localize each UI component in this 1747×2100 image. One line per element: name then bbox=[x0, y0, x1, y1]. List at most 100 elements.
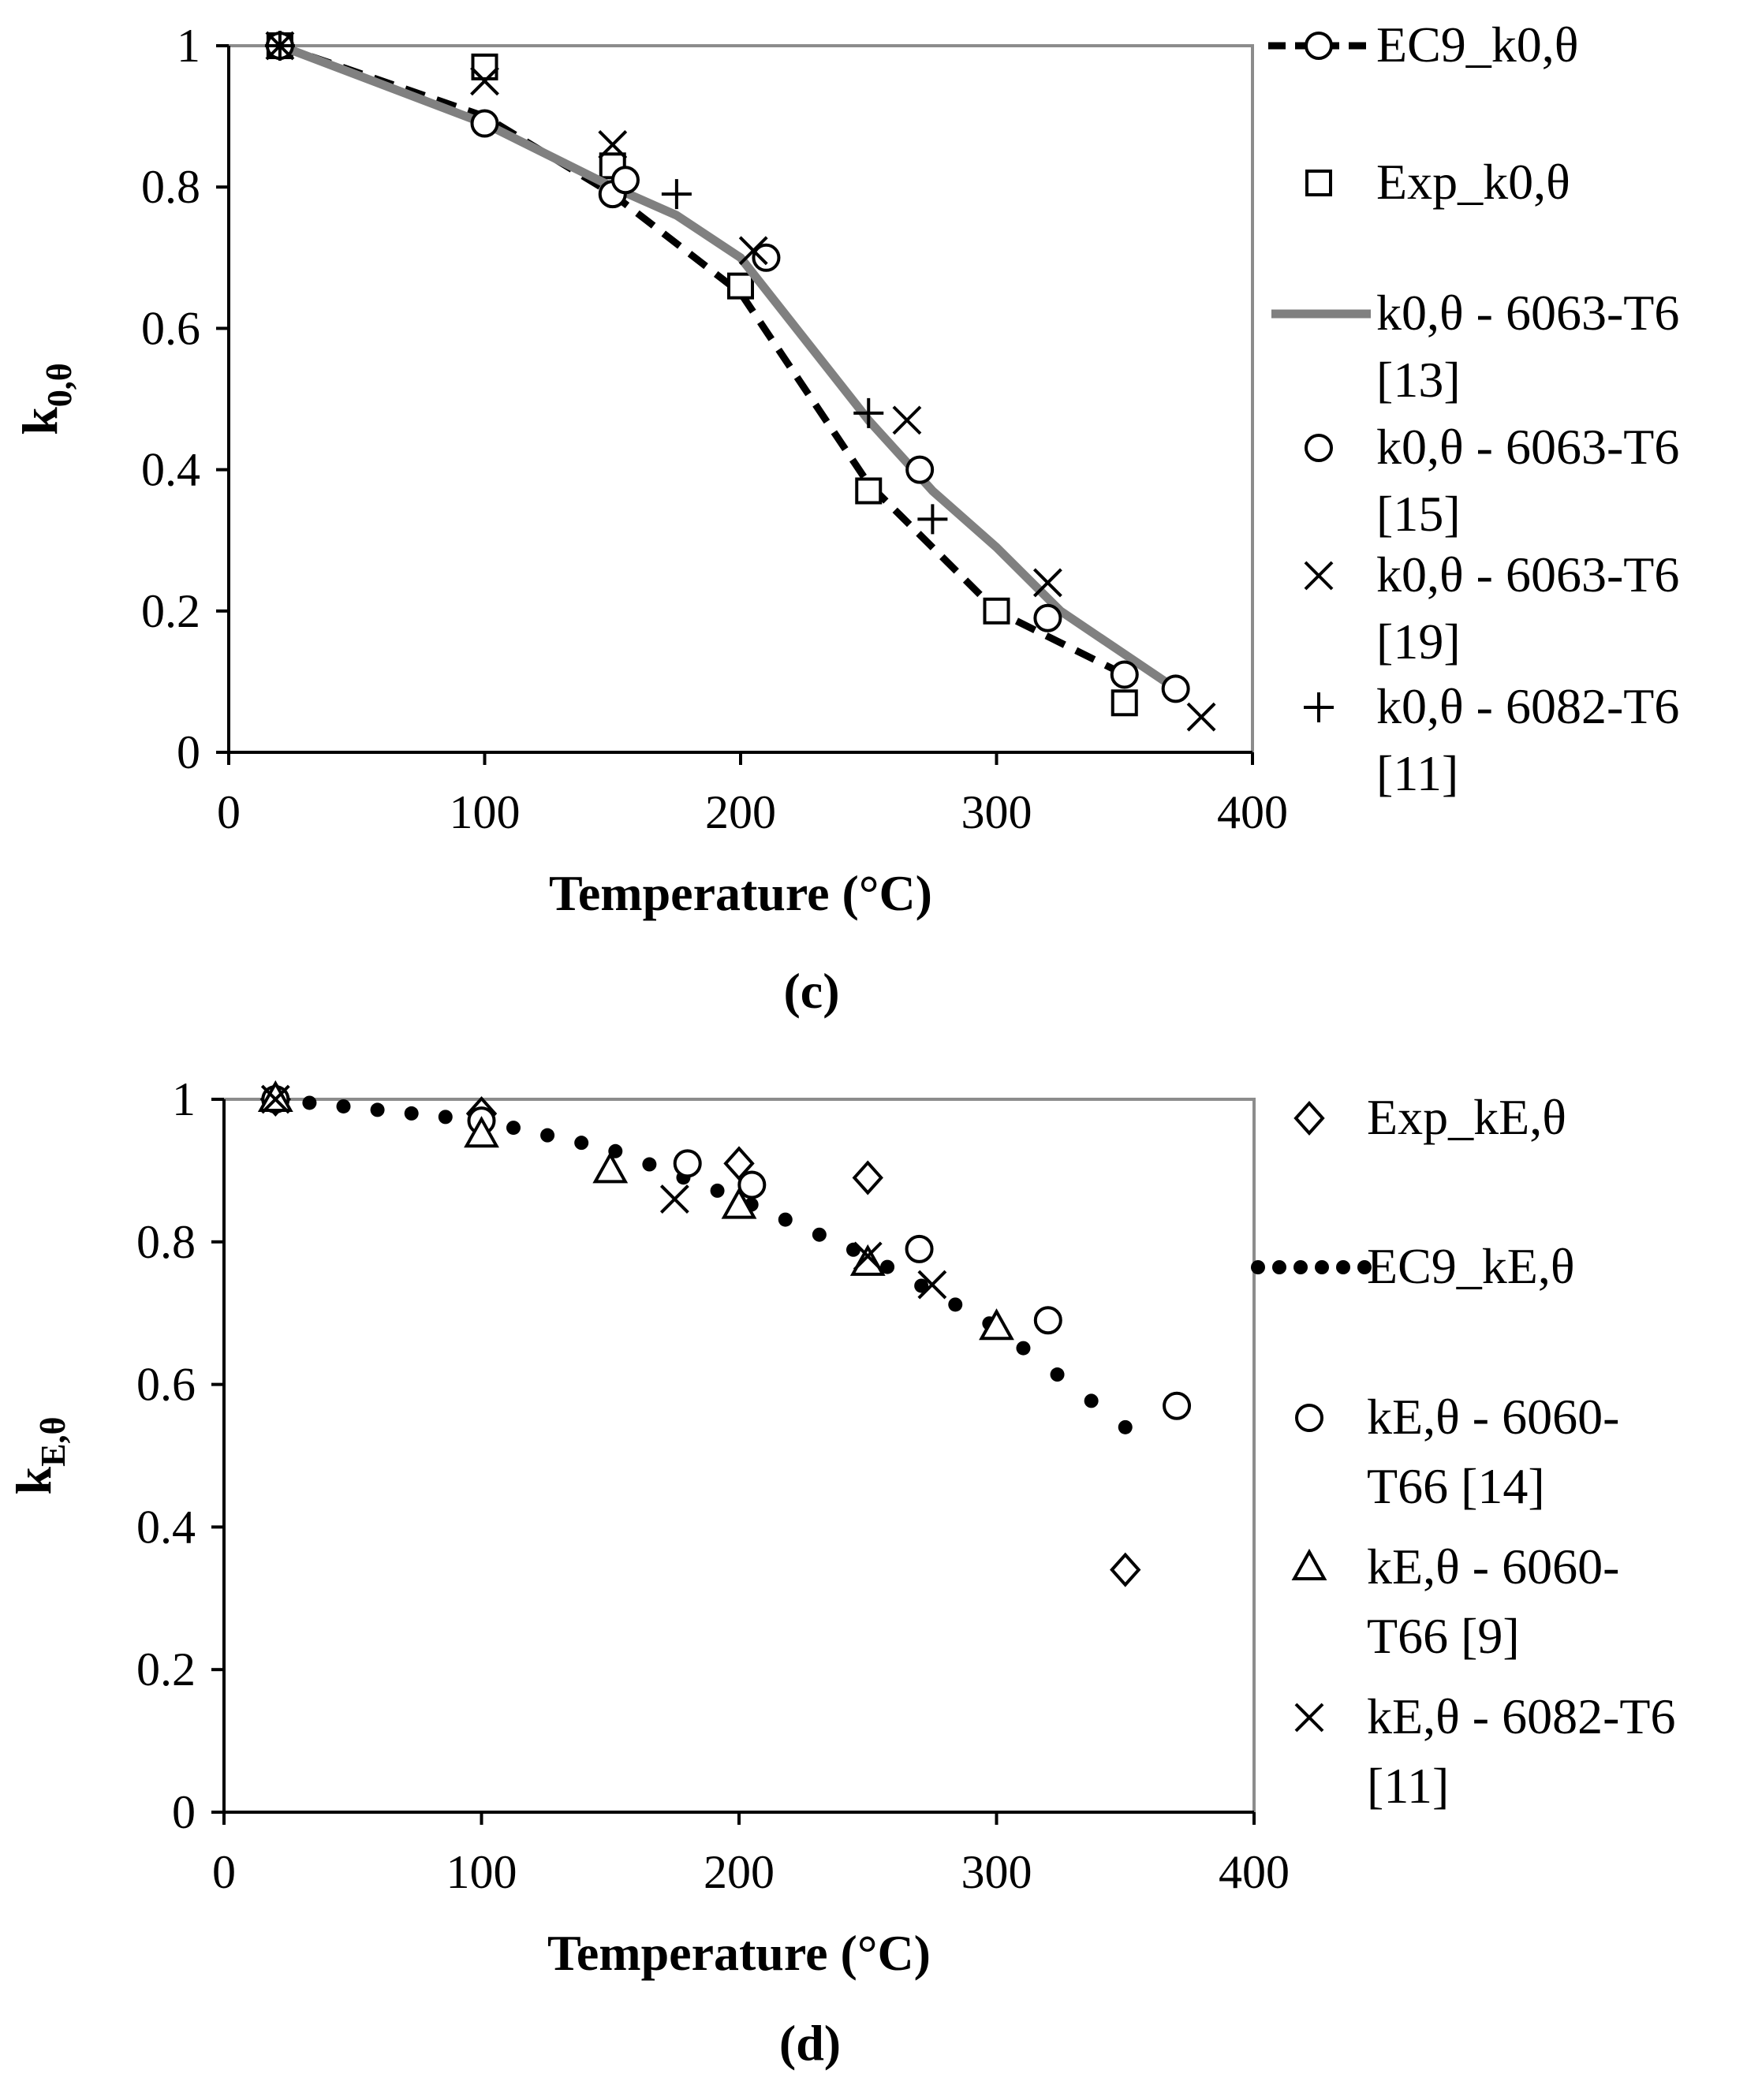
series-k0-6063-t6-19 bbox=[265, 31, 1216, 732]
legend-item: EC9_kE,θ bbox=[1251, 1238, 1575, 1294]
data-point bbox=[849, 1244, 886, 1276]
y-axis-title-subscript: E,θ bbox=[34, 1417, 73, 1467]
data-point bbox=[438, 1110, 453, 1125]
legend-marker bbox=[1357, 1260, 1372, 1274]
data-point bbox=[661, 179, 692, 210]
legend-label: kE,θ - 6082-T6 bbox=[1367, 1688, 1675, 1744]
data-point bbox=[598, 130, 628, 159]
data-point bbox=[738, 236, 768, 266]
series-exp-k0 bbox=[266, 32, 1138, 717]
data-point bbox=[853, 397, 884, 428]
data-point bbox=[470, 109, 499, 138]
y-tick-label: 0 bbox=[177, 726, 200, 778]
series-line bbox=[278, 42, 1126, 678]
legend-item: EC9_k0,θ bbox=[1268, 17, 1578, 73]
data-point bbox=[1050, 1367, 1065, 1382]
x-tick-label: 200 bbox=[705, 786, 776, 838]
data-point bbox=[778, 1212, 793, 1227]
legend-label: k0,θ - 6063-T6 bbox=[1376, 285, 1679, 341]
x-tick-label: 400 bbox=[1217, 786, 1288, 838]
x-axis-title: Temperature (°C) bbox=[549, 865, 932, 921]
legend-item: kE,θ - 6060- T66 [9] bbox=[1291, 1539, 1619, 1664]
data-point bbox=[1032, 568, 1062, 598]
y-tick-label: 0.6 bbox=[136, 1359, 196, 1411]
legend-item: kE,θ - 6060- T66 [14] bbox=[1295, 1389, 1619, 1514]
series-ec9-ke bbox=[268, 1092, 1133, 1434]
legend-item: Exp_kE,θ bbox=[1293, 1089, 1566, 1145]
y-axis-title-subscript: 0,θ bbox=[40, 363, 79, 407]
legend-label-line2: [13] bbox=[1376, 352, 1461, 408]
legend-marker bbox=[1315, 1260, 1329, 1274]
legend-label: Exp_k0,θ bbox=[1376, 154, 1570, 210]
x-tick-label: 0 bbox=[212, 1846, 236, 1898]
data-point bbox=[1016, 1341, 1031, 1356]
legend-label: kE,θ - 6060- bbox=[1367, 1389, 1619, 1445]
legend-item: k0,θ - 6082-T6 [11] bbox=[1304, 678, 1679, 801]
data-point bbox=[737, 1170, 767, 1199]
data-point bbox=[574, 1136, 589, 1151]
panel-label: (d) bbox=[779, 2015, 841, 2071]
legend-marker bbox=[1305, 32, 1333, 60]
legend-label: EC9_k0,θ bbox=[1376, 17, 1578, 73]
y-tick-label: 0 bbox=[172, 1786, 196, 1838]
y-axis-title-group: kE,θ bbox=[6, 1417, 73, 1495]
chart-panel-c: 0 0.2 0.4 0.6 0.8 1 0 100 200 300 400 Temperature (… bbox=[12, 17, 1679, 1019]
data-point bbox=[812, 1227, 827, 1242]
data-point bbox=[983, 597, 1010, 625]
data-point bbox=[1186, 702, 1216, 732]
data-point bbox=[852, 1160, 883, 1195]
plot-area-border bbox=[227, 44, 1254, 754]
y-tick-label: 1 bbox=[177, 20, 200, 72]
data-point bbox=[1111, 689, 1138, 717]
data-point bbox=[642, 1157, 657, 1172]
y-axis-title: kE,θ bbox=[6, 1417, 73, 1495]
data-point bbox=[855, 477, 883, 505]
data-point bbox=[404, 1106, 419, 1121]
data-point bbox=[1161, 674, 1190, 703]
series-ke-6082-t6-11 bbox=[260, 1084, 947, 1300]
data-point bbox=[302, 1095, 317, 1110]
legend-item: k0,θ - 6063-T6 [19] bbox=[1304, 546, 1679, 670]
data-point bbox=[752, 243, 781, 272]
y-tick-label: 0.2 bbox=[141, 585, 200, 637]
legend-marker bbox=[1305, 170, 1332, 196]
data-point bbox=[880, 1259, 895, 1274]
data-point bbox=[905, 455, 935, 484]
data-point bbox=[470, 66, 499, 96]
legend-item: Exp_k0,θ bbox=[1305, 154, 1570, 210]
data-point bbox=[1033, 1306, 1062, 1335]
series-ke-6060-t66-9 bbox=[257, 1080, 1014, 1341]
data-point bbox=[979, 1308, 1014, 1341]
legend-label: EC9_kE,θ bbox=[1367, 1238, 1575, 1294]
data-point bbox=[917, 504, 948, 535]
data-point bbox=[464, 1116, 499, 1148]
data-point bbox=[471, 53, 498, 80]
data-point bbox=[610, 166, 640, 195]
y-tick-label: 0.6 bbox=[141, 302, 200, 354]
legend-label: k0,θ - 6063-T6 bbox=[1376, 546, 1679, 602]
series-ec9-k0 bbox=[278, 42, 1126, 678]
data-point bbox=[727, 272, 754, 300]
data-point bbox=[673, 1149, 702, 1178]
data-point bbox=[710, 1183, 725, 1198]
legend-label-line2: [11] bbox=[1367, 1758, 1449, 1814]
legend-marker bbox=[1295, 1404, 1323, 1432]
x-tick-label: 0 bbox=[217, 786, 241, 838]
data-point bbox=[370, 1102, 385, 1117]
legend-marker bbox=[1251, 1260, 1265, 1274]
data-point bbox=[1084, 1393, 1099, 1408]
x-axis-title: Temperature (°C) bbox=[547, 1925, 931, 1981]
x-tick-label: 200 bbox=[704, 1846, 775, 1898]
data-point bbox=[336, 1098, 351, 1113]
data-point bbox=[853, 1241, 883, 1271]
legend-item: k0,θ - 6063-T6 [13] bbox=[1271, 285, 1679, 408]
y-tick-label: 0.4 bbox=[141, 444, 200, 496]
legend-marker bbox=[1293, 1260, 1308, 1274]
legend-marker bbox=[1291, 1548, 1327, 1580]
legend-item: kE,θ - 6082-T6 [11] bbox=[1294, 1688, 1675, 1814]
data-point bbox=[257, 1080, 293, 1112]
legend-marker bbox=[1272, 1260, 1286, 1274]
legend-label: k0,θ - 6082-T6 bbox=[1376, 678, 1679, 734]
